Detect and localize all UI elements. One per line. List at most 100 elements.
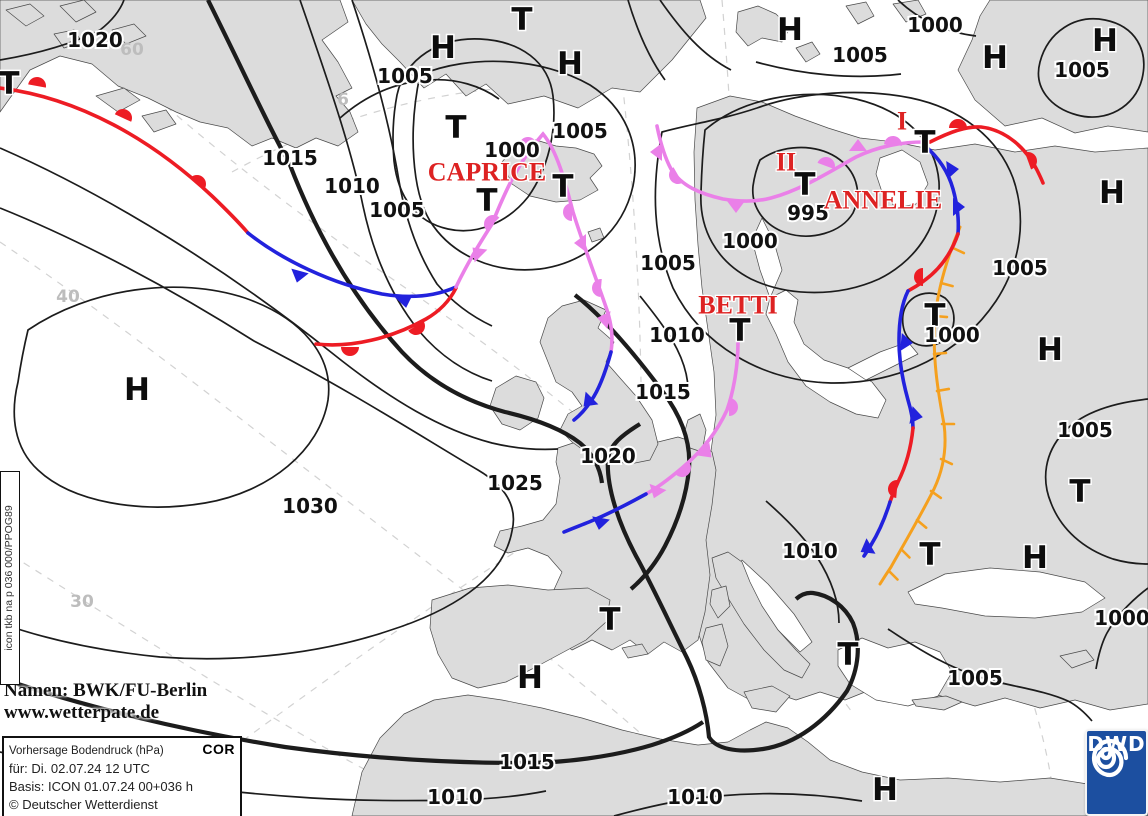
- map-isobar-label: 1010: [782, 539, 838, 563]
- occluded-front-symbols: [472, 136, 902, 499]
- warm-front-east-2: [888, 426, 915, 504]
- baltic-sea: [765, 289, 887, 419]
- isobar-1015-nw: [206, 0, 605, 484]
- map-isobar-label: 995: [787, 201, 829, 225]
- map-pressure-center: H: [430, 30, 456, 66]
- names-block: Namen: BWK/FU-Berlin www.wetterpate.de: [4, 680, 207, 724]
- mediterranean-islands: [621, 643, 1095, 711]
- warm-front-east-1: [906, 232, 960, 293]
- valid-time: für: Di. 02.07.24 12 UTC: [9, 761, 150, 776]
- map-pressure-center: H: [777, 12, 803, 48]
- map-isobar-label: 1000: [484, 138, 540, 162]
- map-isobar-label: 1010: [324, 174, 380, 198]
- map-pressure-center: H: [124, 372, 150, 408]
- greenland: [0, 0, 359, 149]
- map-pressure-center: H: [557, 46, 583, 82]
- map-pressure-center: H: [982, 40, 1008, 76]
- map-isobar-label: 1000: [722, 229, 778, 253]
- ireland: [489, 375, 545, 431]
- map-isobar-label: 1015: [262, 146, 318, 170]
- map-latitude-label: 30: [70, 592, 94, 612]
- map-latitude-label: 60: [120, 40, 144, 60]
- map-isobar-label: 1010: [649, 323, 705, 347]
- warm-front-nw: [0, 86, 250, 235]
- aegean-sea: [837, 637, 953, 707]
- black-sea: [907, 567, 1106, 619]
- cold-front-nw: [246, 231, 458, 299]
- map-pressure-center: T: [0, 66, 20, 102]
- map-pressure-center: H: [1099, 175, 1125, 211]
- revision-flag: COR: [202, 741, 235, 757]
- forecast-info-box: Vorhersage Bodendruck (hPa) COR für: Di.…: [2, 736, 242, 816]
- north-africa: [351, 694, 1148, 816]
- svalbard: [735, 0, 927, 63]
- product-title: Vorhersage Bodendruck (hPa): [9, 745, 164, 757]
- map-isobar-label: 1000: [924, 323, 980, 347]
- map-isobar-label: 1020: [580, 444, 636, 468]
- map-isobar-label: 1005: [992, 256, 1048, 280]
- italy: [711, 551, 811, 679]
- convergence-ticks: [887, 246, 966, 581]
- website-text: www.wetterpate.de: [4, 702, 160, 723]
- sardinia: [701, 623, 729, 667]
- map-front-name: I: [897, 107, 907, 136]
- map-pressure-center: H: [872, 772, 898, 808]
- warm-front-symbols: [28, 77, 1037, 498]
- map-pressure-center: H: [1037, 332, 1063, 368]
- map-isobar-label: 1020: [67, 28, 123, 52]
- map-front-name: ANNELIE: [824, 186, 942, 215]
- map-front-name: BETTI: [698, 291, 778, 320]
- map-isobar-label: 1005: [552, 119, 608, 143]
- map-isobar-label: 1005: [947, 666, 1003, 690]
- map-front-name: II: [776, 148, 796, 177]
- product-code-vertical: icon tkb na p 036 000/PPOG89: [0, 471, 20, 685]
- warm-front-caprice: [314, 286, 458, 347]
- map-isobar-label: 1005: [369, 198, 425, 222]
- map-isobar-label: 1015: [499, 750, 555, 774]
- iberia: [429, 584, 611, 689]
- cold-front-east-1: [923, 144, 961, 236]
- map-pressure-center: T: [919, 537, 940, 573]
- map-pressure-center: T: [794, 167, 815, 203]
- arctic-islands: [5, 0, 177, 133]
- map-pressure-center: T: [924, 298, 945, 334]
- map-isobar-label: 1005: [640, 251, 696, 275]
- sicily: [743, 685, 791, 713]
- white-sea: [875, 149, 929, 209]
- map-pressure-center: T: [552, 169, 573, 205]
- map-latitude-label: 6: [337, 90, 349, 110]
- map-pressure-center: T: [729, 313, 750, 349]
- great-britain: [539, 299, 659, 465]
- map-front-name: CAPRICE: [428, 158, 546, 187]
- map-pressure-center: T: [511, 2, 532, 38]
- map-isobar-label: 1000: [1094, 606, 1148, 630]
- dwd-spiral-icon: [1091, 738, 1129, 778]
- map-isobar-label: 1005: [377, 64, 433, 88]
- map-isobar-label: 1010: [427, 785, 483, 809]
- cold-front-symbols: [291, 161, 965, 554]
- map-isobar-label: 1000: [907, 13, 963, 37]
- gulf-of-bothnia: [751, 217, 783, 299]
- occluded-front-betti: [644, 340, 740, 496]
- dwd-logo: DWD: [1085, 729, 1148, 816]
- occluded-front-annelie: [655, 124, 925, 203]
- map-isobar-label: 1005: [1054, 58, 1110, 82]
- map-isobar-label: 1010: [667, 785, 723, 809]
- copyright-line: © Deutscher Wetterdienst: [9, 797, 158, 812]
- map-pressure-center: H: [1092, 23, 1118, 59]
- convergence-line: [878, 225, 966, 586]
- map-pressure-center: T: [476, 183, 497, 219]
- model-basis: Basis: ICON 01.07.24 00+036 h: [9, 779, 193, 794]
- fronts: [0, 77, 1045, 558]
- map-isobar-label: 1015: [635, 380, 691, 404]
- map-pressure-center: T: [837, 637, 858, 673]
- map-pressure-center: T: [1069, 474, 1090, 510]
- map-pressure-center: T: [914, 125, 935, 161]
- map-latitude-label: 40: [56, 287, 80, 307]
- map-pressure-center: H: [517, 660, 543, 696]
- map-pressure-center: H: [1022, 540, 1048, 576]
